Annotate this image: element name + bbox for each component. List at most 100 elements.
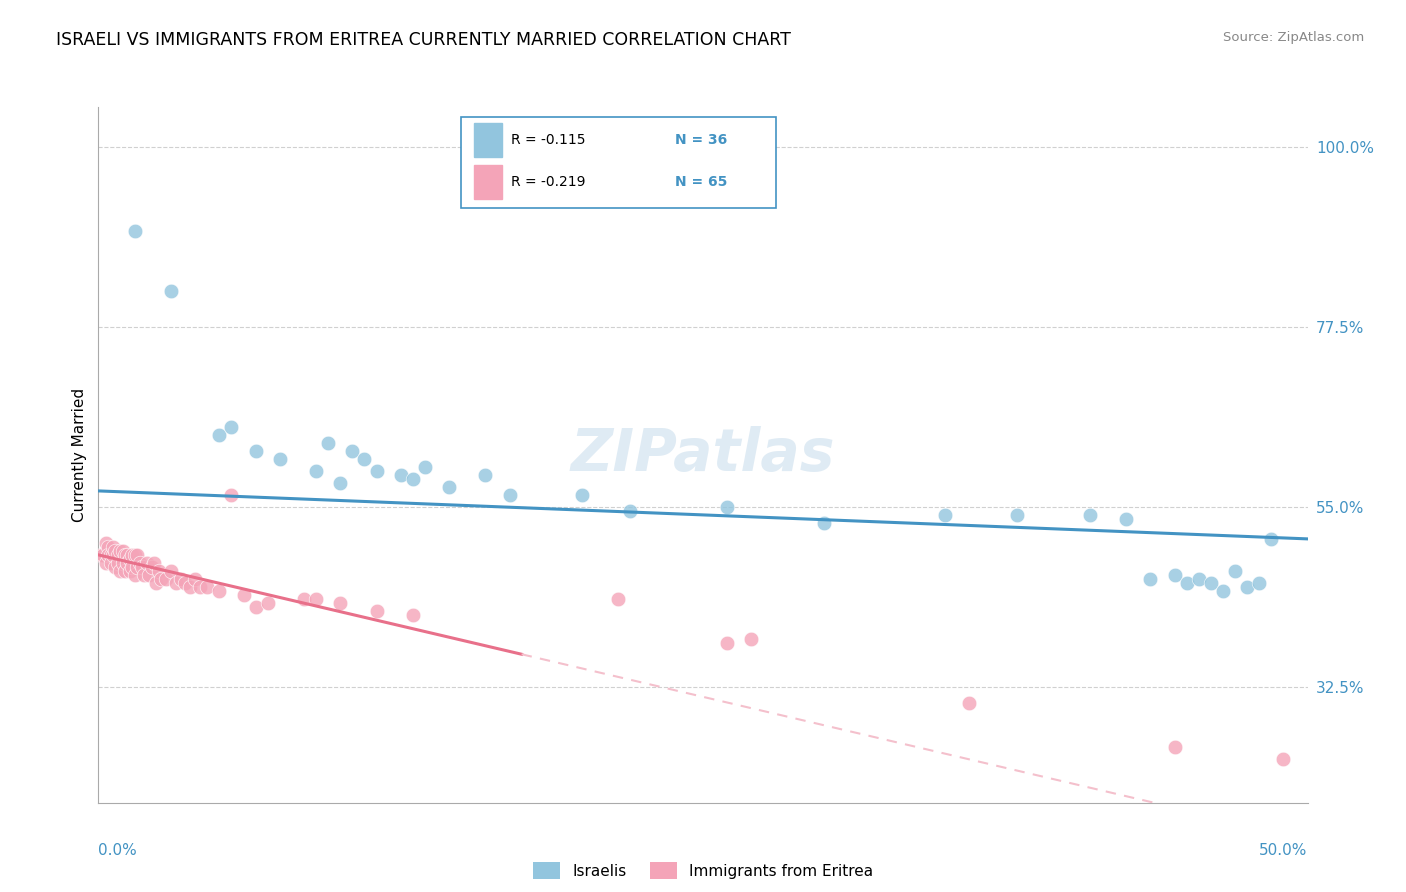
Point — [104, 544, 127, 558]
Point — [619, 504, 641, 518]
Point — [107, 556, 129, 570]
Point — [124, 224, 146, 238]
Point — [117, 548, 139, 562]
Point — [101, 540, 124, 554]
Point — [1212, 583, 1234, 598]
Point — [90, 548, 112, 562]
Point — [124, 548, 146, 562]
Point — [104, 560, 127, 574]
Point — [114, 564, 136, 578]
Point — [174, 575, 197, 590]
Point — [111, 544, 134, 558]
Point — [121, 548, 143, 562]
Point — [138, 567, 160, 582]
Point — [208, 583, 231, 598]
Point — [740, 632, 762, 646]
Point — [184, 572, 207, 586]
Point — [607, 591, 630, 606]
Point — [91, 548, 114, 562]
Point — [208, 428, 231, 442]
Point — [118, 552, 141, 566]
Point — [813, 516, 835, 530]
Point — [342, 444, 364, 458]
Point — [141, 560, 163, 574]
Point — [1188, 572, 1211, 586]
Point — [108, 564, 131, 578]
Point — [389, 467, 412, 482]
Point — [169, 572, 191, 586]
Point — [179, 580, 201, 594]
Point — [127, 548, 149, 562]
Text: 50.0%: 50.0% — [1260, 843, 1308, 858]
Point — [498, 488, 520, 502]
Point — [188, 580, 211, 594]
Point — [934, 508, 956, 522]
Point — [353, 451, 375, 466]
Point — [1139, 572, 1161, 586]
Point — [1249, 575, 1271, 590]
Point — [245, 599, 267, 614]
Point — [571, 488, 593, 502]
Point — [957, 696, 980, 710]
Point — [127, 560, 149, 574]
Point — [1260, 532, 1282, 546]
Point — [111, 556, 134, 570]
Point — [221, 420, 243, 434]
Point — [1223, 564, 1246, 578]
Point — [474, 467, 496, 482]
Point — [716, 500, 738, 514]
Point — [1078, 508, 1101, 522]
Point — [131, 560, 153, 574]
Point — [1272, 752, 1295, 766]
Point — [402, 472, 425, 486]
Point — [148, 564, 170, 578]
Point — [305, 591, 328, 606]
Point — [292, 591, 315, 606]
Point — [108, 544, 131, 558]
Point — [437, 480, 460, 494]
Point — [121, 560, 143, 574]
Point — [94, 536, 117, 550]
Point — [195, 580, 218, 594]
Point — [100, 556, 122, 570]
Point — [94, 556, 117, 570]
Point — [366, 604, 388, 618]
Point — [135, 556, 157, 570]
Text: ISRAELI VS IMMIGRANTS FROM ERITREA CURRENTLY MARRIED CORRELATION CHART: ISRAELI VS IMMIGRANTS FROM ERITREA CURRE… — [56, 31, 792, 49]
Point — [145, 575, 167, 590]
Point — [114, 548, 136, 562]
Point — [1163, 739, 1185, 754]
Point — [256, 596, 278, 610]
Point — [329, 475, 352, 490]
Point — [1163, 567, 1185, 582]
Point — [366, 464, 388, 478]
Point — [160, 564, 183, 578]
Point — [118, 564, 141, 578]
Point — [1007, 508, 1029, 522]
Point — [413, 459, 436, 474]
Point — [221, 488, 243, 502]
Point — [143, 556, 166, 570]
Text: ZIPatlas: ZIPatlas — [571, 426, 835, 483]
Point — [1199, 575, 1222, 590]
Point — [316, 436, 339, 450]
Point — [402, 607, 425, 622]
Point — [117, 556, 139, 570]
Point — [1115, 512, 1137, 526]
Point — [101, 548, 124, 562]
Point — [124, 567, 146, 582]
Point — [305, 464, 328, 478]
Point — [150, 572, 173, 586]
Point — [245, 444, 267, 458]
Point — [1175, 575, 1198, 590]
Point — [1236, 580, 1258, 594]
Point — [100, 548, 122, 562]
Point — [97, 540, 120, 554]
Point — [165, 575, 187, 590]
Point — [160, 284, 183, 298]
Point — [716, 636, 738, 650]
Legend: Israelis, Immigrants from Eritrea: Israelis, Immigrants from Eritrea — [526, 855, 880, 886]
Text: 0.0%: 0.0% — [98, 843, 138, 858]
Point — [134, 567, 156, 582]
Text: Source: ZipAtlas.com: Source: ZipAtlas.com — [1223, 31, 1364, 45]
